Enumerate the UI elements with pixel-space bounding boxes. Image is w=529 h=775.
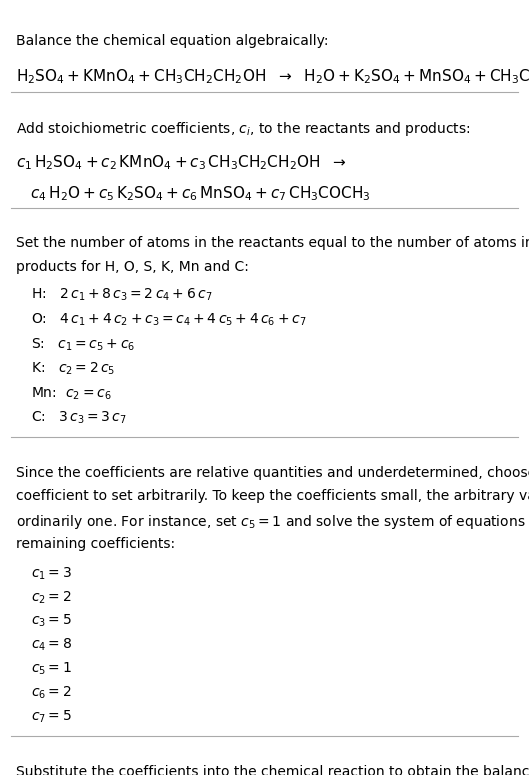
Text: $c_4\,\mathregular{H_2O} + c_5\,\mathregular{K_2SO_4} + c_6\,\mathregular{MnSO_4: $c_4\,\mathregular{H_2O} + c_5\,\mathreg… <box>16 184 370 203</box>
Text: $c_4 = 8$: $c_4 = 8$ <box>31 637 72 653</box>
Text: $c_5 = 1$: $c_5 = 1$ <box>31 660 72 677</box>
Text: Since the coefficients are relative quantities and underdetermined, choose a: Since the coefficients are relative quan… <box>16 466 529 480</box>
Text: $c_1\,\mathregular{H_2SO_4} + c_2\,\mathregular{KMnO_4} + c_3\,\mathregular{CH_3: $c_1\,\mathregular{H_2SO_4} + c_2\,\math… <box>16 153 346 172</box>
Text: Substitute the coefficients into the chemical reaction to obtain the balanced: Substitute the coefficients into the che… <box>16 765 529 775</box>
Text: $c_3 = 5$: $c_3 = 5$ <box>31 613 72 629</box>
Text: S:   $c_1 = c_5 + c_6$: S: $c_1 = c_5 + c_6$ <box>31 336 135 353</box>
Text: $c_2 = 2$: $c_2 = 2$ <box>31 589 71 605</box>
Text: $c_6 = 2$: $c_6 = 2$ <box>31 684 71 701</box>
Text: O:   $4\,c_1 + 4\,c_2 + c_3 = c_4 + 4\,c_5 + 4\,c_6 + c_7$: O: $4\,c_1 + 4\,c_2 + c_3 = c_4 + 4\,c_5… <box>31 312 306 328</box>
Text: $c_7 = 5$: $c_7 = 5$ <box>31 708 72 725</box>
Text: $c_1 = 3$: $c_1 = 3$ <box>31 565 72 582</box>
Text: coefficient to set arbitrarily. To keep the coefficients small, the arbitrary va: coefficient to set arbitrarily. To keep … <box>16 490 529 504</box>
Text: ordinarily one. For instance, set $c_5 = 1$ and solve the system of equations fo: ordinarily one. For instance, set $c_5 =… <box>16 513 529 531</box>
Text: $\mathregular{H_2SO_4} + \mathregular{KMnO_4} + \mathregular{CH_3CH_2CH_2OH}$  $: $\mathregular{H_2SO_4} + \mathregular{KM… <box>16 67 529 85</box>
Text: Set the number of atoms in the reactants equal to the number of atoms in the: Set the number of atoms in the reactants… <box>16 236 529 250</box>
Text: K:   $c_2 = 2\,c_5$: K: $c_2 = 2\,c_5$ <box>31 360 115 377</box>
Text: H:   $2\,c_1 + 8\,c_3 = 2\,c_4 + 6\,c_7$: H: $2\,c_1 + 8\,c_3 = 2\,c_4 + 6\,c_7$ <box>31 287 212 304</box>
Text: Balance the chemical equation algebraically:: Balance the chemical equation algebraica… <box>16 34 328 48</box>
Text: Add stoichiometric coefficients, $c_i$, to the reactants and products:: Add stoichiometric coefficients, $c_i$, … <box>16 120 470 139</box>
Text: products for H, O, S, K, Mn and C:: products for H, O, S, K, Mn and C: <box>16 260 249 274</box>
Text: remaining coefficients:: remaining coefficients: <box>16 537 175 551</box>
Text: C:   $3\,c_3 = 3\,c_7$: C: $3\,c_3 = 3\,c_7$ <box>31 410 127 426</box>
Text: Mn:  $c_2 = c_6$: Mn: $c_2 = c_6$ <box>31 385 112 401</box>
